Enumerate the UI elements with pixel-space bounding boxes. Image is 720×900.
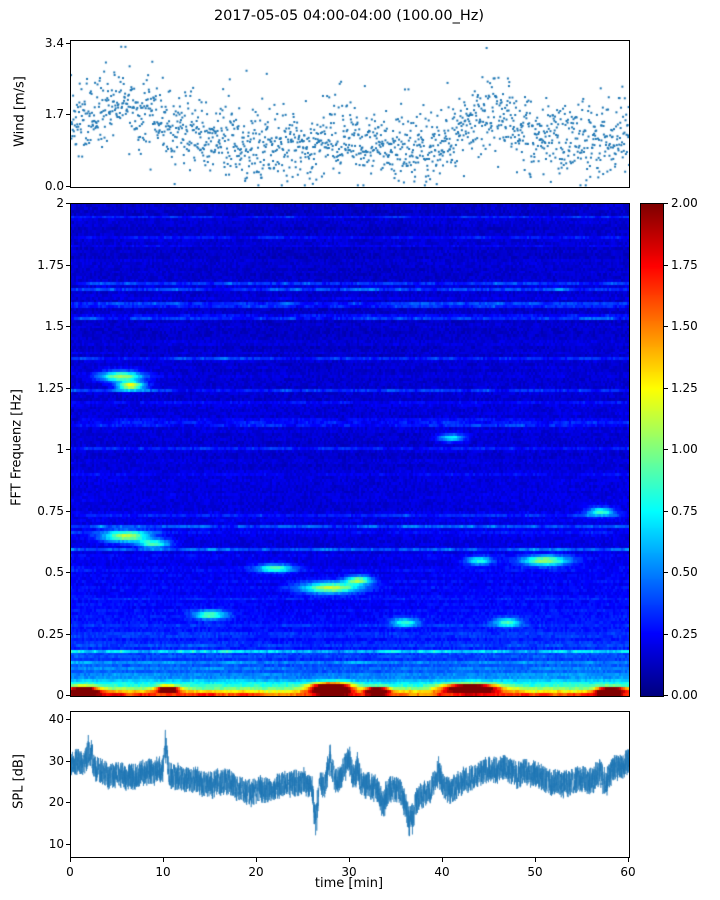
tick-label: 2 [56, 196, 64, 210]
tick-label: 0 [56, 688, 64, 702]
tick-mark [664, 203, 668, 204]
tick-mark [664, 449, 668, 450]
tick-label: 1.50 [671, 319, 698, 333]
tick-mark [66, 114, 70, 115]
tick-label: 30 [48, 754, 64, 768]
tick-label: 1.7 [44, 107, 64, 121]
spectrogram-canvas [71, 204, 629, 696]
tick-mark [66, 449, 70, 450]
tick-mark [66, 186, 70, 187]
tick-label: 0.25 [671, 627, 698, 641]
wind-scatter-canvas [71, 41, 629, 187]
tick-mark [66, 265, 70, 266]
tick-mark [66, 844, 70, 845]
tick-mark [664, 572, 668, 573]
figure-title: 2017-05-05 04:00-04:00 (100.00_Hz) [213, 8, 485, 24]
tick-label: 50 [527, 865, 543, 879]
tick-label: 1.25 [37, 381, 64, 395]
tick-label: 0.25 [37, 627, 64, 641]
wind-plot [70, 40, 630, 188]
tick-mark [66, 43, 70, 44]
tick-mark [664, 511, 668, 512]
tick-label: 20 [48, 795, 64, 809]
tick-mark [66, 802, 70, 803]
tick-mark [66, 203, 70, 204]
tick-label: 10 [48, 837, 64, 851]
tick-label: 10 [155, 865, 171, 879]
tick-label: 0.75 [671, 504, 698, 518]
tick-mark [66, 695, 70, 696]
spl-plot [70, 711, 630, 858]
tick-mark [349, 858, 350, 862]
tick-mark [66, 511, 70, 512]
tick-label: 1.75 [671, 258, 698, 272]
tick-mark [66, 719, 70, 720]
tick-mark [256, 858, 257, 862]
tick-mark [66, 634, 70, 635]
tick-label: 40 [434, 865, 450, 879]
x-axis-label: time [min] [314, 876, 384, 891]
tick-mark [70, 858, 71, 862]
spl-line-canvas [71, 712, 629, 857]
tick-mark [664, 388, 668, 389]
spectrogram-plot [70, 203, 630, 697]
tick-mark [535, 858, 536, 862]
tick-label: 2.00 [671, 196, 698, 210]
tick-mark [66, 326, 70, 327]
tick-label: 0.0 [44, 179, 64, 193]
tick-mark [66, 388, 70, 389]
tick-label: 20 [248, 865, 264, 879]
tick-label: 1.5 [44, 319, 64, 333]
tick-label: 1 [56, 442, 64, 456]
colorbar-canvas [641, 204, 663, 696]
tick-label: 1.25 [671, 381, 698, 395]
tick-label: 0.00 [671, 688, 698, 702]
tick-label: 40 [48, 712, 64, 726]
tick-label: 0 [66, 865, 74, 879]
tick-mark [442, 858, 443, 862]
tick-label: 0.5 [44, 565, 64, 579]
tick-mark [664, 265, 668, 266]
tick-mark [66, 761, 70, 762]
tick-mark [66, 572, 70, 573]
tick-mark [163, 858, 164, 862]
colorbar [640, 203, 664, 697]
tick-label: 3.4 [44, 36, 64, 50]
tick-label: 0.50 [671, 565, 698, 579]
tick-label: 0.75 [37, 504, 64, 518]
tick-label: 1.75 [37, 258, 64, 272]
tick-mark [628, 858, 629, 862]
tick-label: 60 [620, 865, 636, 879]
tick-mark [664, 326, 668, 327]
tick-mark [664, 695, 668, 696]
tick-label: 1.00 [671, 442, 698, 456]
tick-mark [664, 634, 668, 635]
tick-label: 30 [341, 865, 357, 879]
